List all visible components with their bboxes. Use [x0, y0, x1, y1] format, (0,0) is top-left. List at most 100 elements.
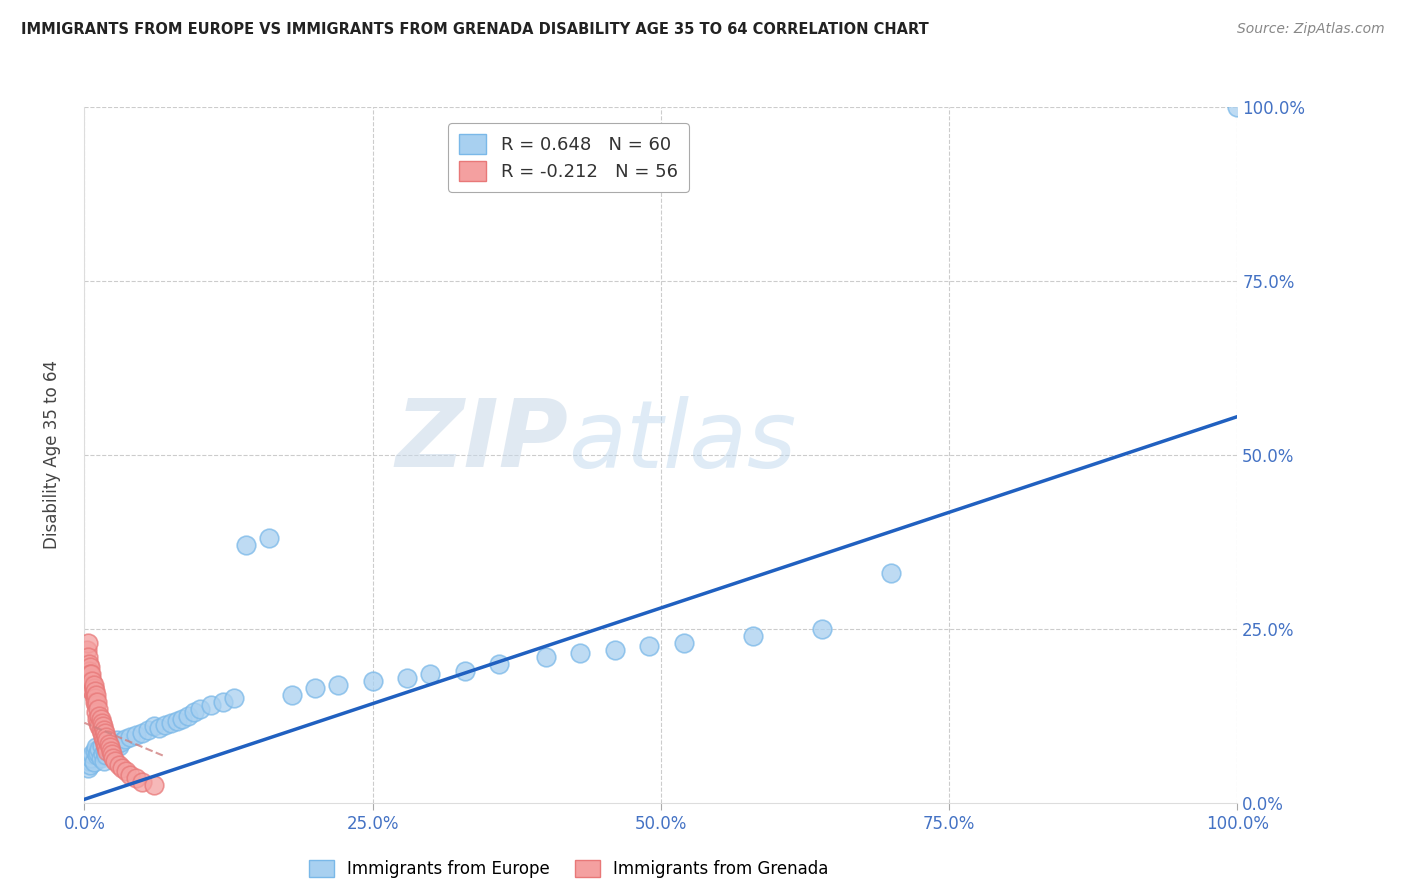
- Point: [96, 744, 118, 758]
- Point: [94, 744, 117, 758]
- Point: [83, 688, 105, 702]
- Text: Source: ZipAtlas.com: Source: ZipAtlas.com: [1237, 22, 1385, 37]
- Point: [111, 761, 134, 775]
- Point: [142, 719, 165, 733]
- Point: [488, 657, 510, 671]
- Point: [108, 739, 131, 753]
- Point: [108, 757, 131, 772]
- Point: [84, 706, 107, 720]
- Point: [114, 731, 136, 746]
- Point: [96, 733, 118, 747]
- Point: [177, 708, 200, 723]
- Point: [80, 681, 103, 695]
- Point: [120, 730, 142, 744]
- Point: [91, 730, 114, 744]
- Point: [100, 744, 122, 758]
- Point: [93, 733, 115, 747]
- Point: [89, 712, 111, 726]
- Point: [82, 677, 104, 691]
- Point: [188, 702, 211, 716]
- Point: [103, 750, 125, 764]
- Point: [90, 715, 112, 730]
- Point: [86, 712, 108, 726]
- Point: [79, 660, 101, 674]
- Point: [94, 737, 117, 751]
- Point: [76, 761, 98, 775]
- Point: [1226, 100, 1249, 114]
- Point: [224, 691, 246, 706]
- Point: [84, 740, 107, 755]
- Point: [96, 748, 118, 763]
- Point: [77, 754, 100, 768]
- Point: [125, 772, 148, 786]
- Point: [326, 677, 349, 691]
- Point: [96, 740, 118, 755]
- Point: [82, 747, 104, 761]
- Point: [87, 746, 110, 760]
- Point: [82, 674, 104, 689]
- Point: [98, 746, 121, 760]
- Point: [160, 715, 183, 730]
- Legend: Immigrants from Europe, Immigrants from Grenada: Immigrants from Europe, Immigrants from …: [302, 854, 835, 885]
- Point: [361, 674, 384, 689]
- Point: [672, 636, 695, 650]
- Point: [80, 750, 103, 764]
- Point: [89, 708, 111, 723]
- Point: [172, 712, 194, 726]
- Point: [101, 747, 124, 761]
- Point: [83, 756, 105, 770]
- Point: [90, 726, 112, 740]
- Point: [86, 748, 108, 763]
- Point: [131, 775, 153, 789]
- Point: [136, 723, 159, 737]
- Point: [281, 688, 304, 702]
- Point: [101, 737, 124, 751]
- Point: [83, 681, 105, 695]
- Point: [131, 726, 153, 740]
- Point: [77, 657, 100, 671]
- Point: [396, 671, 419, 685]
- Point: [110, 734, 132, 748]
- Point: [86, 695, 108, 709]
- Point: [93, 754, 115, 768]
- Point: [83, 677, 105, 691]
- Point: [79, 667, 101, 681]
- Point: [454, 664, 477, 678]
- Point: [103, 741, 125, 756]
- Point: [142, 778, 165, 792]
- Point: [183, 706, 205, 720]
- Point: [235, 538, 257, 552]
- Point: [105, 733, 128, 747]
- Point: [98, 740, 121, 755]
- Point: [82, 684, 104, 698]
- Point: [534, 649, 557, 664]
- Point: [79, 671, 101, 685]
- Point: [84, 688, 107, 702]
- Point: [742, 629, 765, 643]
- Point: [115, 764, 138, 779]
- Point: [200, 698, 222, 713]
- Point: [89, 741, 111, 756]
- Point: [603, 642, 626, 657]
- Point: [83, 744, 105, 758]
- Point: [638, 639, 661, 653]
- Y-axis label: Disability Age 35 to 64: Disability Age 35 to 64: [42, 360, 60, 549]
- Point: [76, 636, 98, 650]
- Point: [87, 715, 110, 730]
- Point: [76, 649, 98, 664]
- Point: [569, 646, 592, 660]
- Point: [83, 691, 105, 706]
- Text: IMMIGRANTS FROM EUROPE VS IMMIGRANTS FROM GRENADA DISABILITY AGE 35 TO 64 CORREL: IMMIGRANTS FROM EUROPE VS IMMIGRANTS FRO…: [21, 22, 929, 37]
- Point: [79, 757, 101, 772]
- Point: [76, 642, 98, 657]
- Point: [80, 674, 103, 689]
- Point: [96, 740, 118, 755]
- Point: [125, 728, 148, 742]
- Point: [91, 747, 114, 761]
- Point: [166, 714, 188, 728]
- Text: ZIP: ZIP: [395, 395, 568, 487]
- Point: [257, 532, 280, 546]
- Point: [419, 667, 441, 681]
- Point: [87, 702, 110, 716]
- Point: [97, 737, 120, 751]
